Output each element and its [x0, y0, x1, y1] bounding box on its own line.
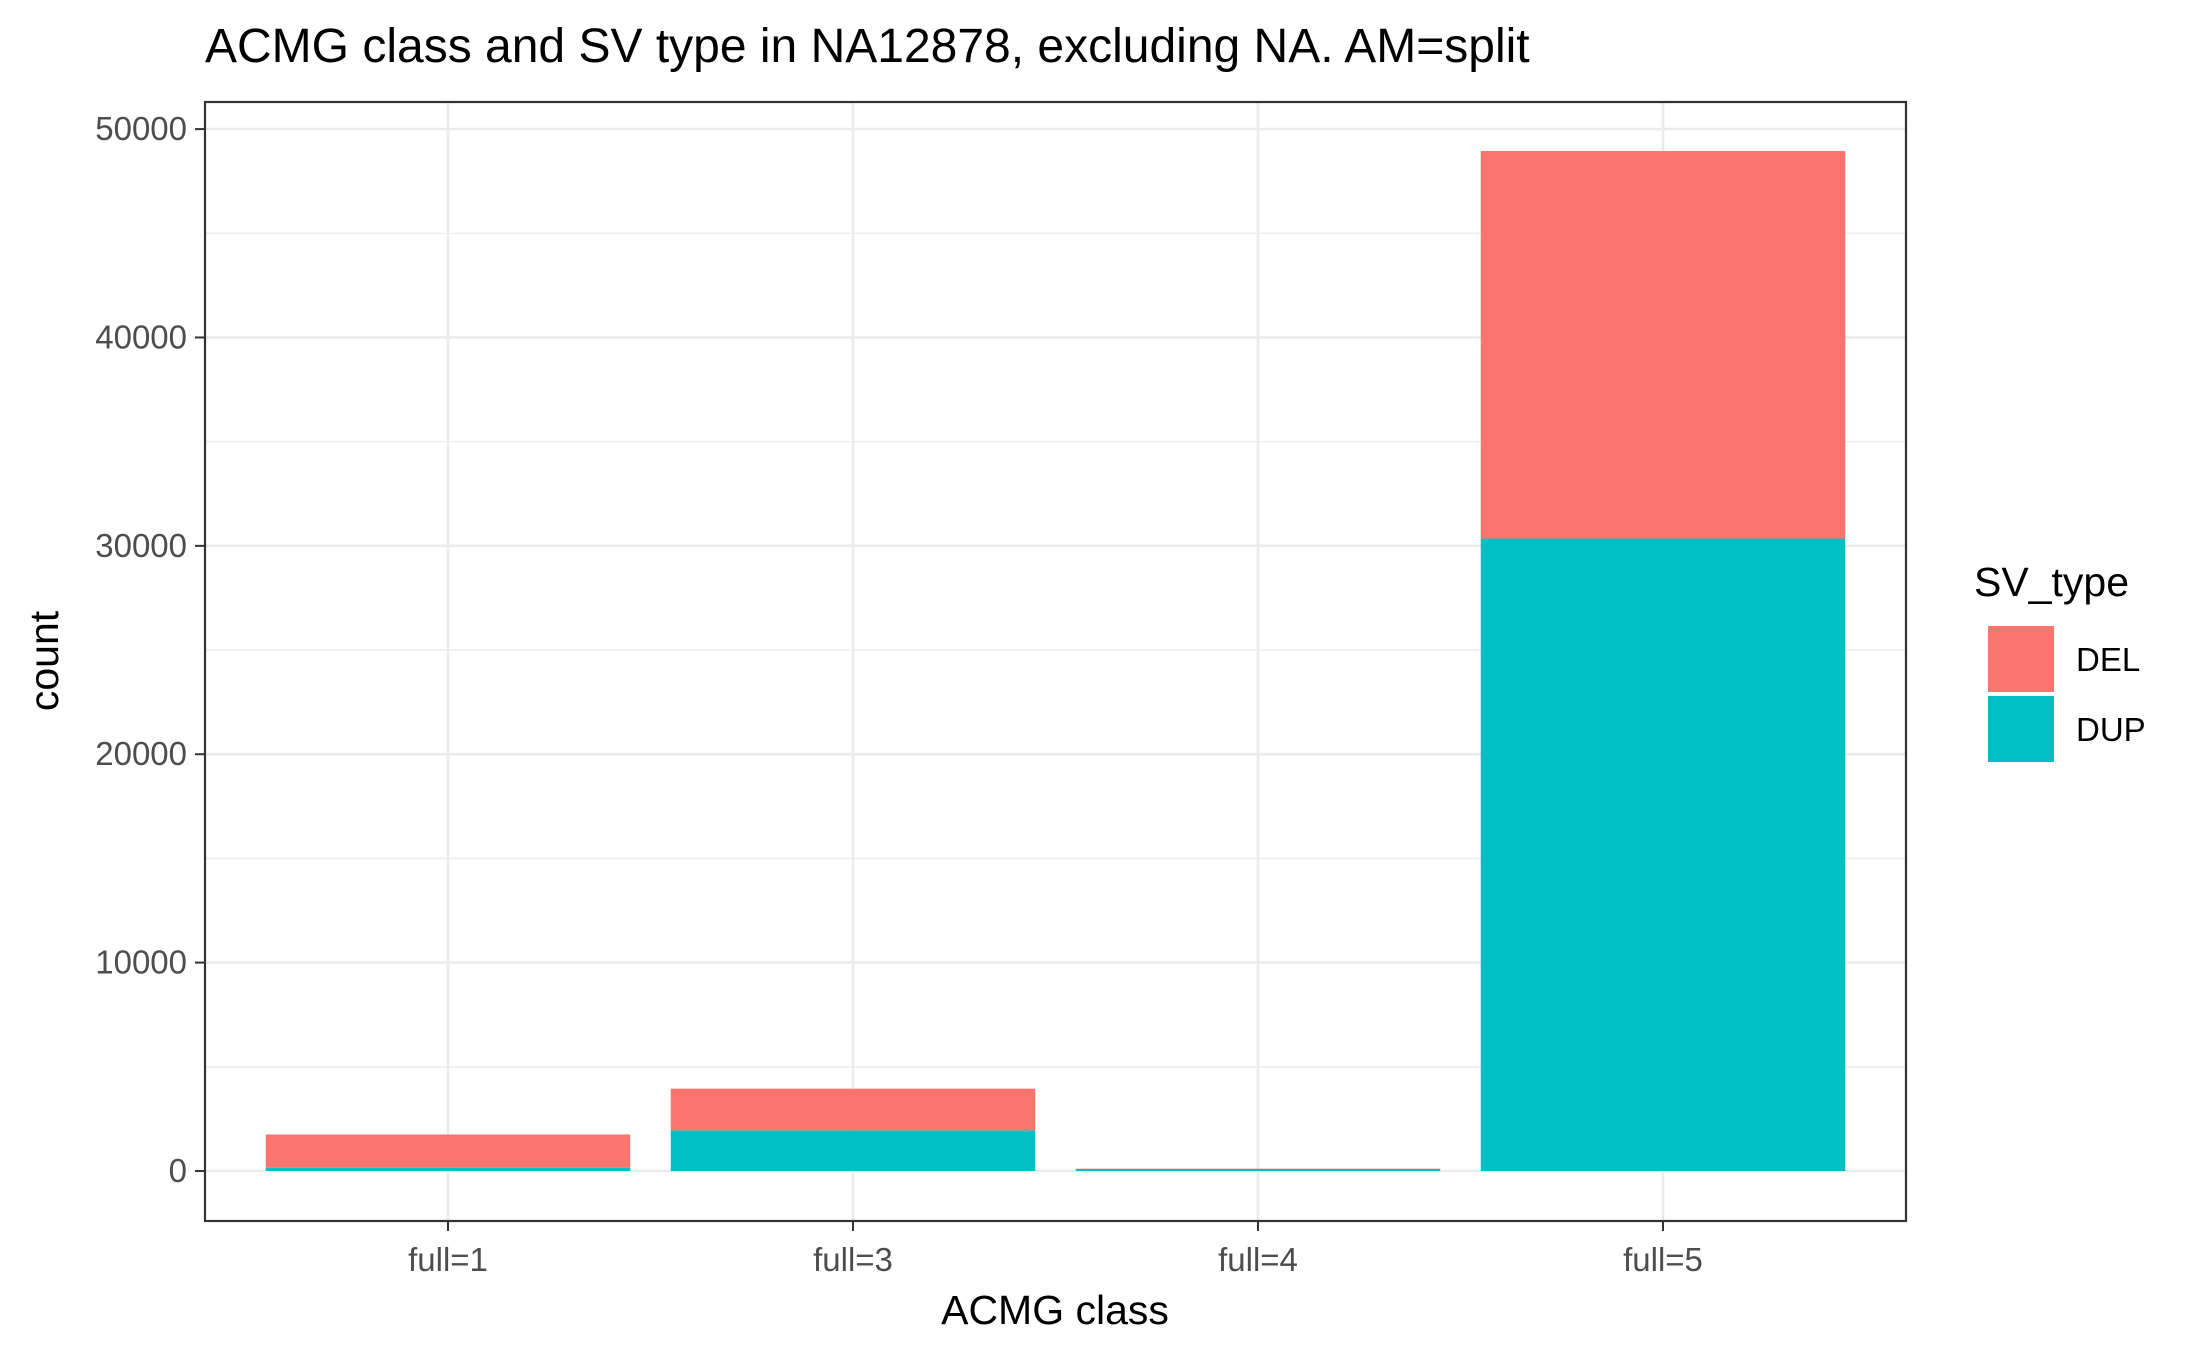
plot-panel [203, 100, 1908, 1223]
bar-dup-full5 [1480, 538, 1846, 1171]
y-tick-label: 20000 [95, 735, 187, 772]
y-axis-title: count [21, 610, 67, 711]
legend-label-dup: DUP [2076, 711, 2146, 748]
legend: SV_type DEL DUP [1974, 559, 2146, 762]
bar-dup-full1 [265, 1167, 631, 1171]
bars [265, 150, 1846, 1171]
bar-dup-full3 [670, 1130, 1036, 1171]
x-axis: full=1 full=3 full=4 full=5 [408, 1221, 1703, 1278]
bar-del-full1 [265, 1134, 631, 1168]
x-tick-label: full=5 [1623, 1241, 1703, 1278]
chart-title: ACMG class and SV type in NA12878, exclu… [205, 20, 1530, 73]
bar-del-full3 [670, 1088, 1036, 1131]
y-tick-label: 10000 [95, 944, 187, 981]
x-axis-title: ACMG class [941, 1287, 1169, 1333]
legend-title: SV_type [1974, 559, 2129, 605]
legend-label-del: DEL [2076, 641, 2140, 678]
x-tick-label: full=3 [813, 1241, 893, 1278]
y-axis: 0 10000 20000 30000 40000 50000 [95, 110, 205, 1189]
panel-border [203, 100, 1908, 1223]
x-tick-label: full=1 [408, 1241, 488, 1278]
bar-del-full5 [1480, 150, 1846, 539]
y-tick-label: 40000 [95, 318, 187, 355]
y-tick-label: 0 [169, 1152, 187, 1189]
legend-key-del [1988, 626, 2054, 692]
bar-del-full4 [1075, 1168, 1441, 1170]
y-tick-label: 50000 [95, 110, 187, 147]
y-tick-label: 30000 [95, 527, 187, 564]
bar-dup-full4 [1075, 1168, 1441, 1171]
legend-key-dup [1988, 696, 2054, 762]
x-tick-label: full=4 [1218, 1241, 1298, 1278]
